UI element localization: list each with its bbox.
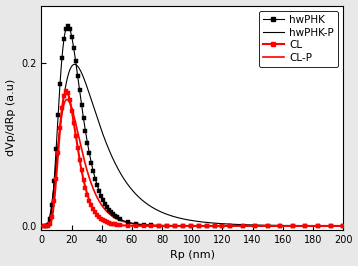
hwPHK-P xyxy=(168,214,173,217)
CL-P xyxy=(74,124,78,127)
CL-P xyxy=(155,224,160,227)
Y-axis label: dVp/dRp (a.u): dVp/dRp (a.u) xyxy=(6,79,15,156)
Line: hwPHK-P: hwPHK-P xyxy=(42,64,343,226)
CL-P xyxy=(335,224,339,227)
hwPHK-P xyxy=(155,209,160,212)
Line: CL-P: CL-P xyxy=(42,99,343,226)
Legend: hwPHK, hwPHK-P, CL, CL-P: hwPHK, hwPHK-P, CL, CL-P xyxy=(259,11,338,67)
CL-P xyxy=(341,224,345,227)
CL-P xyxy=(303,224,307,227)
CL-P xyxy=(65,98,69,101)
hwPHK-P xyxy=(303,224,307,227)
CL-P xyxy=(40,224,44,227)
hwPHK-P xyxy=(40,224,44,227)
CL-P xyxy=(168,224,173,227)
hwPHK-P xyxy=(335,224,339,227)
hwPHK-P xyxy=(341,224,345,227)
hwPHK-P xyxy=(74,63,78,66)
CL-P xyxy=(92,189,96,193)
hwPHK-P xyxy=(92,107,96,110)
X-axis label: Rp (nm): Rp (nm) xyxy=(170,251,215,260)
hwPHK-P xyxy=(72,63,77,66)
